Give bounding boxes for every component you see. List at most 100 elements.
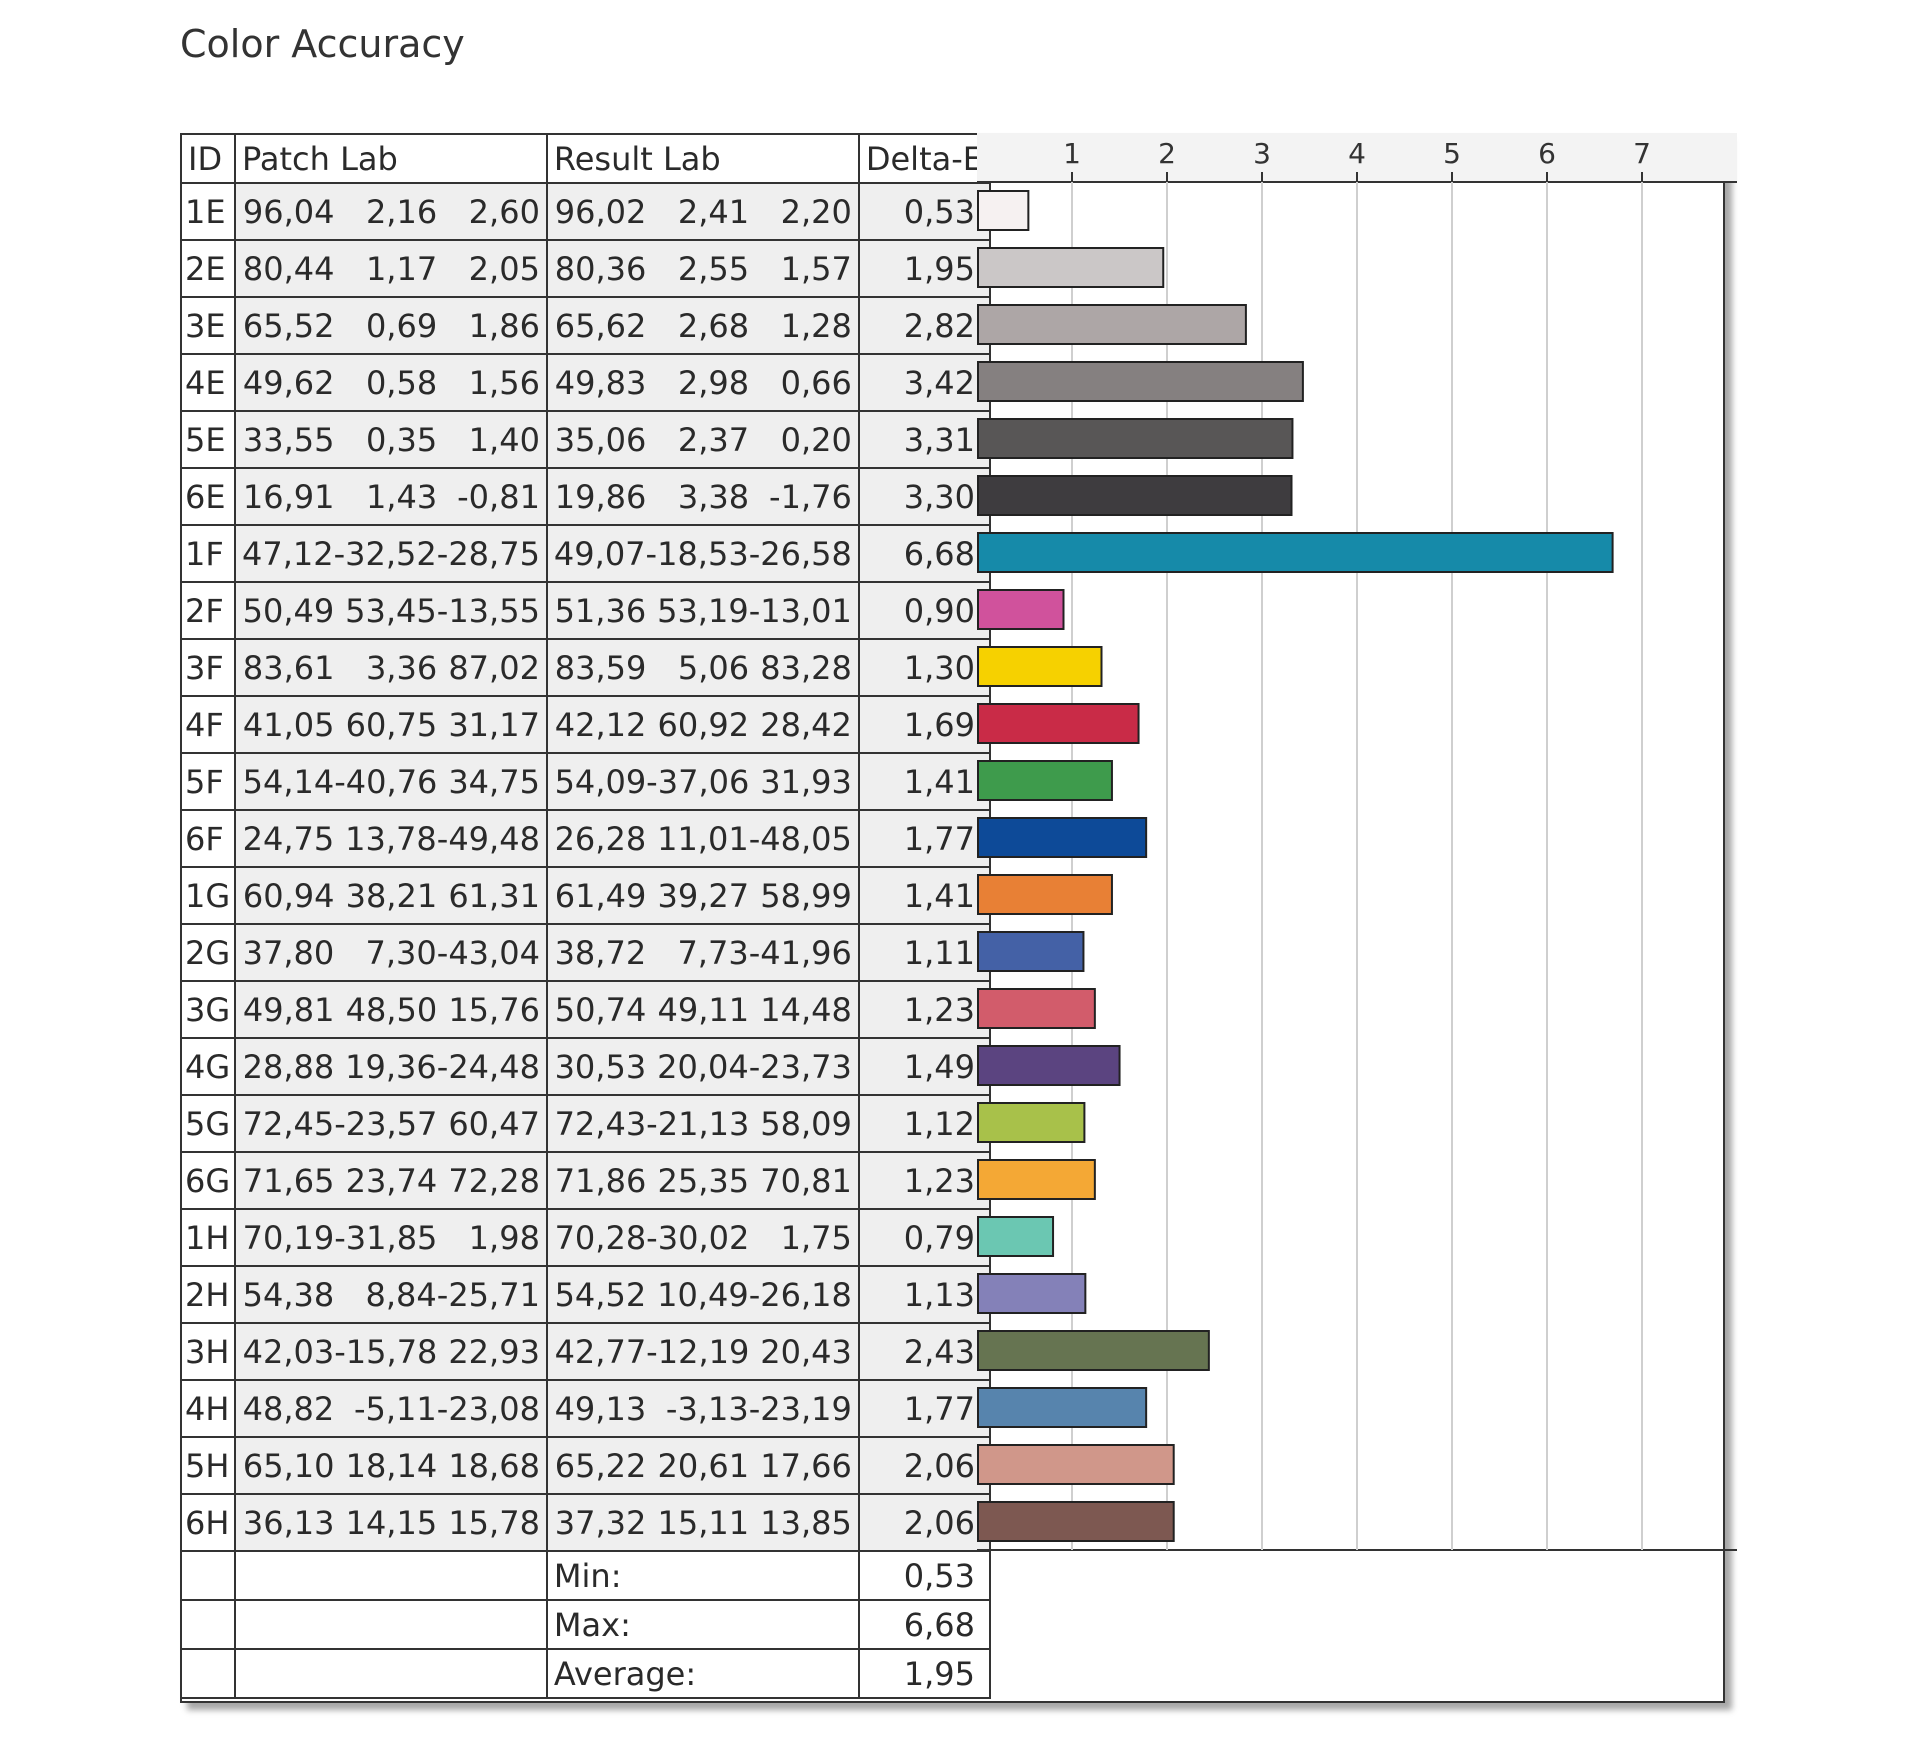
- lab-b-value: -28,75: [436, 534, 540, 573]
- bar: [977, 1159, 1096, 1200]
- result-lab-cell-values: 49,13 -3,13 -23,19: [554, 1390, 852, 1428]
- lab-a-value: 8,84: [365, 1275, 437, 1314]
- summary-empty-id: [180, 1550, 236, 1601]
- lab-a-value: 14,15: [345, 1503, 438, 1542]
- patch-lab-cell-values: 50,49 53,45 -13,55: [242, 592, 540, 630]
- lab-l-value: 37,80: [242, 933, 335, 972]
- lab-l-value: 36,13: [242, 1503, 335, 1542]
- table-row: 4H 48,82 -5,11 -23,08 49,13 -3,13 -23,19 1,77: [180, 1379, 991, 1438]
- bar: [977, 418, 1294, 459]
- row-id: 5H: [180, 1436, 236, 1495]
- patch-lab-cell-values: 80,44 1,17 2,05: [242, 250, 540, 288]
- lab-a-value: 39,27: [657, 876, 750, 915]
- bar: [977, 475, 1293, 516]
- lab-a-value: 0,58: [365, 363, 438, 402]
- delta-e-cell: 1,23: [857, 1151, 991, 1210]
- row-id: 2G: [180, 923, 236, 982]
- result-lab-cell-values: 35,06 2,37 0,20: [554, 421, 852, 459]
- lab-b-value: 1,75: [780, 1218, 852, 1257]
- result-lab-cell: 49,83 2,98 0,66: [545, 353, 860, 412]
- lab-b-value: 2,60: [468, 192, 540, 231]
- delta-e-bar-chart: 1 2 3 4 5 6 7: [977, 133, 1737, 1551]
- delta-e-cell: 1,49: [857, 1037, 991, 1096]
- tick-label: 2: [1158, 137, 1176, 170]
- result-lab-cell-values: 49,83 2,98 0,66: [554, 364, 852, 402]
- result-lab-cell: 51,36 53,19 -13,01: [545, 581, 860, 640]
- row-id: 3F: [180, 638, 236, 697]
- table-row: 4F 41,05 60,75 31,17 42,12 60,92 28,42 1,69: [180, 695, 991, 754]
- delta-e-cell: 1,23: [857, 980, 991, 1039]
- result-lab-cell-values: 54,09 -37,06 31,93: [554, 763, 852, 801]
- result-lab-cell: 96,02 2,41 2,20: [545, 182, 860, 241]
- patch-lab-cell-values: 65,10 18,14 18,68: [242, 1447, 540, 1485]
- lab-b-value: -23,08: [436, 1389, 540, 1428]
- patch-lab-cell: 49,81 48,50 15,76: [234, 980, 548, 1039]
- lab-b-value: 83,28: [760, 648, 852, 687]
- lab-l-value: 65,22: [554, 1446, 647, 1485]
- bar: [977, 1273, 1087, 1314]
- table-row: 3F 83,61 3,36 87,02 83,59 5,06 83,28 1,30: [180, 638, 991, 697]
- lab-b-value: 14,48: [760, 990, 852, 1029]
- header-patch-lab: Patch Lab: [234, 133, 548, 184]
- bar: [977, 988, 1096, 1029]
- lab-b-value: 2,20: [780, 192, 852, 231]
- lab-b-value: -43,04: [436, 933, 540, 972]
- delta-e-cell: 3,42: [857, 353, 991, 412]
- patch-lab-cell-values: 41,05 60,75 31,17: [242, 706, 540, 744]
- row-id: 4H: [180, 1379, 236, 1438]
- lab-a-value: 53,19: [657, 591, 749, 630]
- row-id: 6F: [180, 809, 236, 868]
- patch-lab-cell: 16,91 1,43 -0,81: [234, 467, 548, 526]
- delta-e-cell: 1,11: [857, 923, 991, 982]
- table-row: 6E 16,91 1,43 -0,81 19,86 3,38 -1,76 3,30: [180, 467, 991, 526]
- delta-e-cell: 2,06: [857, 1493, 991, 1552]
- lab-a-value: 3,38: [677, 477, 750, 516]
- patch-lab-cell: 28,88 19,36 -24,48: [234, 1037, 548, 1096]
- bar: [977, 1387, 1148, 1428]
- lab-l-value: 61,49: [554, 876, 647, 915]
- lab-b-value: 17,66: [760, 1446, 852, 1485]
- lab-l-value: 65,62: [554, 306, 647, 345]
- bar: [977, 874, 1113, 915]
- lab-l-value: 83,61: [242, 648, 335, 687]
- header-delta-e: Delta-E: [857, 133, 991, 184]
- patch-lab-cell-values: 83,61 3,36 87,02: [242, 649, 540, 687]
- lab-a-value: 2,16: [365, 192, 438, 231]
- patch-lab-cell: 36,13 14,15 15,78: [234, 1493, 548, 1552]
- lab-b-value: 1,98: [468, 1218, 540, 1257]
- delta-e-cell: 1,95: [857, 239, 991, 298]
- lab-l-value: 30,53: [554, 1047, 647, 1086]
- lab-a-value: 20,04: [657, 1047, 749, 1086]
- row-id: 5E: [180, 410, 236, 469]
- patch-lab-cell-values: 36,13 14,15 15,78: [242, 1504, 540, 1542]
- row-id: 3G: [180, 980, 236, 1039]
- patch-lab-cell: 41,05 60,75 31,17: [234, 695, 548, 754]
- lab-a-value: 7,73: [677, 933, 749, 972]
- patch-lab-cell: 33,55 0,35 1,40: [234, 410, 548, 469]
- lab-a-value: 3,36: [365, 648, 438, 687]
- summary-label: Min:: [545, 1550, 860, 1601]
- lab-l-value: 54,09: [554, 762, 647, 801]
- lab-b-value: -41,96: [748, 933, 852, 972]
- table-row: 1E 96,04 2,16 2,60 96,02 2,41 2,20 0,53: [180, 182, 991, 241]
- summary-empty-id: [180, 1648, 236, 1699]
- patch-lab-cell-values: 16,91 1,43 -0,81: [242, 478, 540, 516]
- result-lab-cell-values: 80,36 2,55 1,57: [554, 250, 852, 288]
- patch-lab-cell: 24,75 13,78 -49,48: [234, 809, 548, 868]
- patch-lab-cell: 65,10 18,14 18,68: [234, 1436, 548, 1495]
- row-id: 6G: [180, 1151, 236, 1210]
- lab-a-value: -12,19: [646, 1332, 750, 1371]
- result-lab-cell: 54,09 -37,06 31,93: [545, 752, 860, 811]
- table-row: 2G 37,80 7,30 -43,04 38,72 7,73 -41,96 1,11: [180, 923, 991, 982]
- lab-b-value: 1,28: [780, 306, 852, 345]
- delta-e-cell: 3,30: [857, 467, 991, 526]
- lab-b-value: 28,42: [760, 705, 852, 744]
- lab-l-value: 71,86: [554, 1161, 647, 1200]
- lab-a-value: 13,78: [345, 819, 437, 858]
- lab-b-value: -24,48: [436, 1047, 540, 1086]
- lab-l-value: 54,52: [554, 1275, 647, 1314]
- row-id: 1G: [180, 866, 236, 925]
- lab-l-value: 49,13: [554, 1389, 647, 1428]
- patch-lab-cell-values: 54,38 8,84 -25,71: [242, 1276, 540, 1314]
- result-lab-cell: 38,72 7,73 -41,96: [545, 923, 860, 982]
